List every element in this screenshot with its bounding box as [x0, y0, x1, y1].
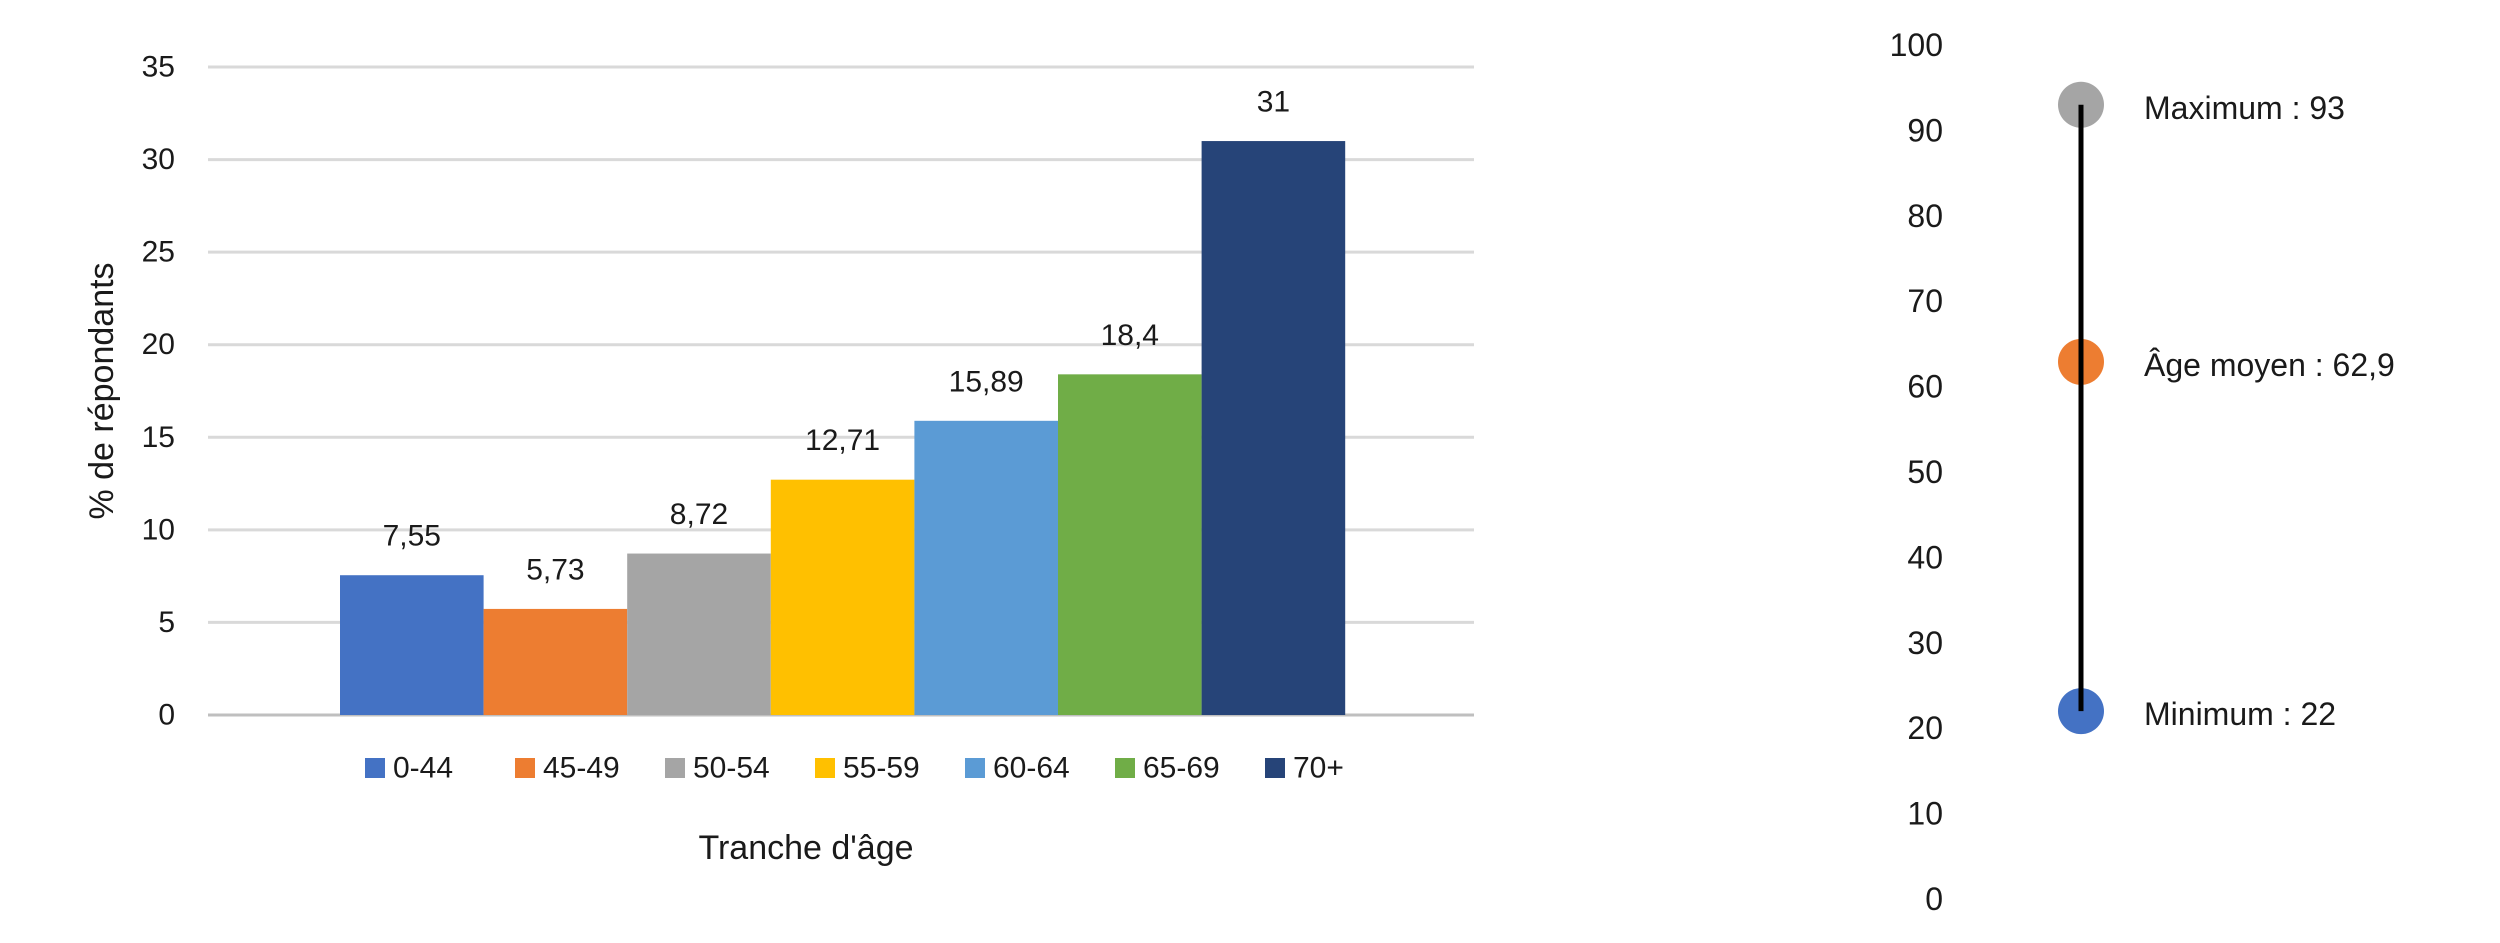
- point-label-min: Minimum : 22: [2144, 696, 2336, 732]
- y-tick-label: 50: [1907, 454, 1943, 490]
- bar: [770, 479, 915, 715]
- legend-label: 55-59: [843, 752, 920, 785]
- data-label: 31: [1257, 86, 1290, 119]
- legend-swatch: [815, 758, 835, 778]
- legend-swatch: [1115, 758, 1135, 778]
- y-tick-label: 25: [142, 236, 175, 269]
- y-tick-label: 10: [1907, 796, 1943, 832]
- bar: [627, 553, 771, 715]
- bar: [340, 575, 484, 715]
- legend-label: 0-44: [393, 752, 453, 785]
- y-tick-label: 0: [158, 699, 175, 732]
- legend-label: 50-54: [693, 752, 770, 785]
- y-tick-label: 20: [1907, 710, 1943, 746]
- y-tick-label: 80: [1907, 198, 1943, 234]
- bar: [914, 420, 1058, 715]
- data-label: 15,89: [949, 365, 1024, 398]
- legend-swatch: [665, 758, 685, 778]
- point-label-max: Maximum : 93: [2144, 90, 2345, 126]
- y-tick-label: 30: [142, 143, 175, 176]
- legend-swatch: [365, 758, 385, 778]
- bar-chart: 0 5 10 15 20 25 30 35 7,55 5,73 8,72 12,71 15,89 18,4…: [83, 51, 1474, 867]
- data-label: 18,4: [1101, 319, 1159, 352]
- bar: [1058, 374, 1202, 715]
- y-tick-label: 20: [142, 328, 175, 361]
- y-tick-label: 5: [158, 606, 175, 639]
- legend-label: 60-64: [993, 752, 1070, 785]
- y-tick-label: 40: [1907, 539, 1943, 575]
- age-range-chart: 0 10 20 30 40 50 60 70 80 90 100 Maximum : 93 Âge mo…: [1890, 27, 2395, 917]
- data-label: 7,55: [383, 520, 441, 553]
- x-axis-title: Tranche d'âge: [698, 829, 913, 867]
- data-label: 8,72: [670, 498, 728, 531]
- y-tick-label: 30: [1907, 625, 1943, 661]
- y-tick-label: 70: [1907, 283, 1943, 319]
- legend-swatch: [965, 758, 985, 778]
- legend-label: 65-69: [1143, 752, 1220, 785]
- legend-swatch: [1265, 758, 1285, 778]
- data-label: 12,71: [805, 424, 880, 457]
- legend-label: 70+: [1293, 752, 1344, 785]
- y-tick-label: 10: [142, 513, 175, 546]
- legend-swatch: [515, 758, 535, 778]
- point-label-mean: Âge moyen : 62,9: [2144, 347, 2395, 383]
- y-tick-label: 60: [1907, 369, 1943, 405]
- y-tick-label: 100: [1890, 27, 1943, 63]
- y-tick-label: 35: [142, 51, 175, 84]
- y-tick-label: 15: [142, 421, 175, 454]
- bar: [1201, 141, 1346, 716]
- y-axis-title: % de répondants: [83, 262, 121, 519]
- data-label: 5,73: [526, 553, 584, 586]
- legend-label: 45-49: [543, 752, 620, 785]
- bar: [483, 608, 628, 715]
- y-tick-label: 0: [1925, 881, 1943, 917]
- y-tick-label: 90: [1907, 112, 1943, 148]
